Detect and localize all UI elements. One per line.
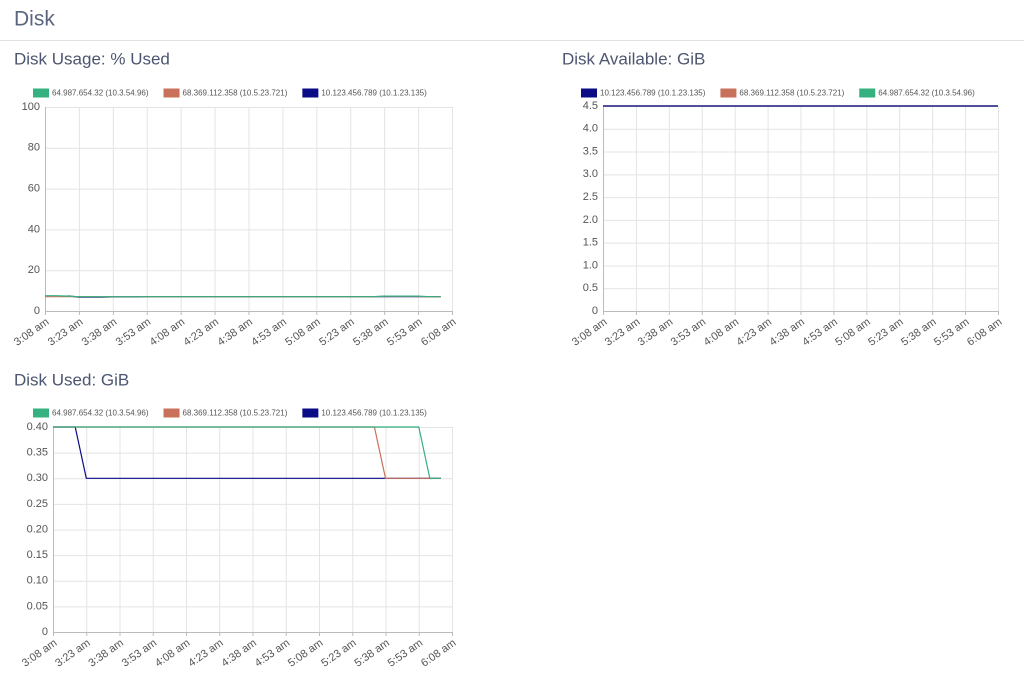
x-tick-label: 4:23 am: [186, 637, 225, 670]
y-tick-label: 1.0: [583, 259, 598, 271]
y-tick-label: 4.5: [583, 100, 598, 112]
y-tick-label: 2.5: [583, 191, 598, 203]
x-tick-label: 6:08 am: [419, 316, 458, 349]
x-tick-label: 5:38 am: [899, 316, 938, 349]
y-tick-label: 40: [28, 223, 40, 235]
y-tick-label: 0.25: [27, 498, 48, 510]
y-tick-label: 3.0: [583, 168, 598, 180]
x-tick-label: 3:08 am: [570, 316, 609, 349]
series-line: [53, 426, 441, 479]
x-tick-label: 5:08 am: [286, 637, 325, 670]
x-tick-label: 3:08 am: [12, 316, 51, 349]
y-tick-label: 20: [28, 264, 40, 276]
chart-title: Disk Usage: % Used: [14, 49, 170, 68]
legend-label: 10.123.456.789 (10.1.23.135): [321, 89, 427, 98]
x-tick-label: 5:38 am: [352, 637, 391, 670]
legend-swatch: [163, 88, 180, 98]
y-tick-label: 0: [592, 305, 598, 317]
y-tick-label: 3.5: [583, 145, 598, 157]
x-tick-label: 4:08 am: [702, 316, 741, 349]
x-tick-label: 4:53 am: [800, 316, 839, 349]
x-tick-label: 4:53 am: [249, 316, 288, 349]
legend-swatch: [33, 88, 49, 98]
x-tick-label: 5:23 am: [317, 316, 356, 349]
legend-swatch: [581, 88, 597, 98]
y-tick-label: 0.30: [27, 472, 48, 484]
legend-swatch: [859, 88, 876, 98]
y-tick-label: 0.10: [27, 575, 48, 587]
x-tick-label: 5:38 am: [351, 316, 390, 349]
y-tick-label: 0.05: [27, 600, 48, 612]
x-tick-label: 6:08 am: [419, 637, 458, 670]
legend-swatch: [302, 88, 319, 98]
y-tick-label: 80: [28, 142, 40, 154]
x-tick-label: 4:53 am: [253, 637, 292, 670]
y-tick-label: 0.20: [27, 523, 48, 535]
x-tick-label: 5:53 am: [932, 316, 971, 349]
x-tick-label: 6:08 am: [965, 316, 1004, 349]
legend-label: 64.987.654.32 (10.3.54.96): [878, 89, 975, 98]
page-header: Disk: [14, 8, 55, 31]
chart-title: Disk Available: GiB: [562, 49, 705, 68]
y-tick-label: 4.0: [583, 123, 598, 135]
legend-swatch: [163, 408, 180, 418]
y-tick-label: 2.0: [583, 214, 598, 226]
x-tick-label: 4:38 am: [215, 316, 254, 349]
series-line: [45, 295, 441, 298]
x-tick-label: 3:53 am: [669, 316, 708, 349]
legend-swatch: [33, 408, 49, 418]
legend-swatch: [720, 88, 737, 98]
y-tick-label: 0: [42, 626, 48, 638]
x-tick-label: 3:38 am: [80, 316, 119, 349]
legend-label: 64.987.654.32 (10.3.54.96): [52, 409, 149, 418]
y-tick-label: 0.35: [27, 447, 48, 459]
y-tick-label: 1.5: [583, 237, 598, 249]
x-tick-label: 3:23 am: [53, 637, 92, 670]
x-tick-label: 3:53 am: [114, 316, 153, 349]
x-tick-label: 3:53 am: [120, 637, 159, 670]
y-tick-label: 0.5: [583, 282, 598, 294]
x-tick-label: 3:38 am: [86, 637, 125, 670]
x-tick-label: 5:53 am: [386, 637, 425, 670]
x-tick-label: 4:08 am: [153, 637, 192, 670]
x-tick-label: 4:38 am: [767, 316, 806, 349]
x-tick-label: 5:23 am: [866, 316, 905, 349]
legend-label: 64.987.654.32 (10.3.54.96): [52, 89, 149, 98]
y-tick-label: 0.15: [27, 549, 48, 561]
x-tick-label: 5:53 am: [385, 316, 424, 349]
legend-label: 68.369.112.358 (10.5.23.721): [739, 89, 844, 98]
x-tick-label: 4:08 am: [148, 316, 187, 349]
x-tick-label: 3:08 am: [20, 637, 59, 670]
x-tick-label: 5:08 am: [283, 316, 322, 349]
x-tick-label: 3:23 am: [46, 316, 85, 349]
x-tick-label: 4:38 am: [219, 637, 258, 670]
x-tick-label: 3:38 am: [636, 316, 675, 349]
x-tick-label: 4:23 am: [735, 316, 774, 349]
legend-label: 10.123.456.789 (10.1.23.135): [600, 89, 706, 98]
y-tick-label: 0: [34, 305, 40, 317]
x-tick-label: 4:23 am: [182, 316, 221, 349]
series-line: [53, 426, 441, 479]
legend-label: 68.369.112.358 (10.5.23.721): [183, 89, 288, 98]
y-tick-label: 100: [22, 101, 40, 113]
x-tick-label: 5:08 am: [833, 316, 872, 349]
x-tick-label: 5:23 am: [319, 637, 358, 670]
legend-swatch: [302, 408, 319, 418]
y-tick-label: 60: [28, 183, 40, 195]
y-tick-label: 0.40: [27, 421, 48, 433]
chart-title: Disk Used: GiB: [14, 370, 129, 389]
legend-label: 10.123.456.789 (10.1.23.135): [321, 409, 427, 418]
x-tick-label: 3:23 am: [603, 316, 642, 349]
legend-label: 68.369.112.358 (10.5.23.721): [183, 409, 288, 418]
